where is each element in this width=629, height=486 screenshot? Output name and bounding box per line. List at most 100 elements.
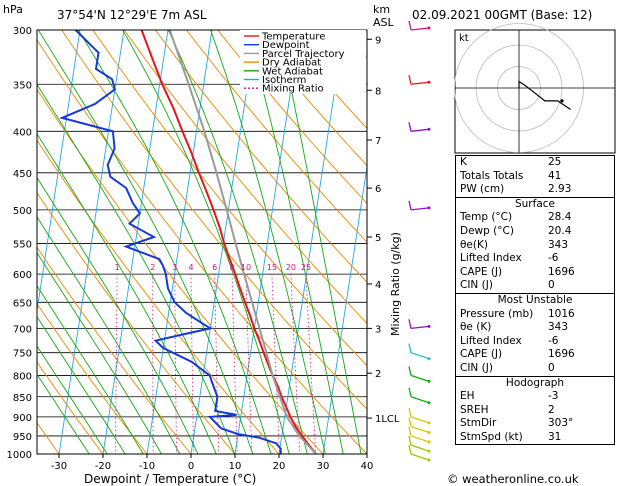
pressure-tick-label: 850 xyxy=(13,393,32,404)
pressure-tick-label: 950 xyxy=(13,432,32,443)
isotherm-line xyxy=(0,0,2,471)
pressure-tick-label: 350 xyxy=(13,80,32,91)
legend-entry: Isotherm xyxy=(262,75,306,86)
surface-cin-value: 0 xyxy=(548,279,555,292)
wet-adiabat-line xyxy=(122,30,290,454)
top-indices-box: K 25 Totals Totals 41 PW (cm) 2.93 xyxy=(455,155,615,198)
mu-thetae-label: θe (K) xyxy=(460,321,492,334)
wind-barb-dot xyxy=(427,357,431,361)
dry-adiabat-line xyxy=(37,421,60,454)
mixing-ratio-line xyxy=(152,274,154,454)
wind-barb-dot xyxy=(427,440,431,444)
mixing-ratio-line xyxy=(190,274,195,454)
wind-barb-shaft xyxy=(410,81,430,85)
index-pw-label: PW (cm) xyxy=(460,183,505,196)
wind-barb-flag xyxy=(408,366,412,376)
height-tick-label: 9 xyxy=(375,35,381,46)
isotherm-line xyxy=(146,30,213,454)
height-tick-label: 8 xyxy=(375,86,381,97)
x-tick-label: 40 xyxy=(361,461,374,472)
legend-entry: Parcel Trajectory xyxy=(262,49,345,60)
wet-adiabat-line xyxy=(37,176,199,454)
wind-barb-flag xyxy=(408,435,412,446)
height-unit-asl: ASL xyxy=(373,16,395,29)
surface-temp-value: 28.4 xyxy=(548,211,572,224)
mixing-ratio-line xyxy=(231,274,238,454)
dry-adiabat-line xyxy=(37,302,148,454)
height-unit-km: km xyxy=(373,3,390,16)
surface-li-value: -6 xyxy=(548,252,559,265)
wind-barb-dot xyxy=(427,127,431,131)
series-temperature-line xyxy=(140,30,317,454)
surface-box: Surface Temp (°C) 28.4 Dewp (°C) 20.4 θe(K… xyxy=(455,196,615,294)
axes: 3003504004505005506006507007508008509009… xyxy=(7,26,400,472)
pressure-tick-label: 650 xyxy=(13,298,32,309)
surface-cape-value: 1696 xyxy=(548,265,575,278)
mixing-ratio-tick-label: 25 xyxy=(301,263,311,272)
index-totals-value: 41 xyxy=(548,169,562,182)
location-label: 37°54'N 12°29'E 7m ASL xyxy=(57,8,207,22)
hodograph-frame xyxy=(454,29,616,154)
wet-adiabat-line xyxy=(37,285,144,454)
wind-barb-flag xyxy=(408,20,412,31)
wet-adiabat-line xyxy=(37,373,90,454)
pressure-tick-label: 300 xyxy=(13,26,32,37)
wind-barb-flag xyxy=(408,200,412,211)
wind-barb-shaft xyxy=(410,325,430,330)
mu-pressure-value: 1016 xyxy=(548,307,575,320)
dry-adiabat-line xyxy=(37,246,192,454)
wet-adiabat-line xyxy=(37,83,236,454)
legend-entry: Wet Adiabat xyxy=(262,66,323,77)
hodo-stmdir-value: 303° xyxy=(548,417,574,430)
wet-adiabat-line xyxy=(37,30,254,454)
wet-adiabat-line xyxy=(210,30,326,454)
dry-adiabat-line xyxy=(217,30,367,204)
wet-adiabat-line xyxy=(37,251,162,454)
storm-motion-marker xyxy=(560,99,564,103)
height-tick-label: 6 xyxy=(375,184,381,195)
x-tick-label: 0 xyxy=(188,461,194,472)
wind-barb-shaft xyxy=(410,396,430,404)
wet-adiabat-line xyxy=(37,345,108,454)
x-axis-title: Dewpoint / Temperature (°C) xyxy=(84,472,256,486)
legend-entry: Mixing Ratio xyxy=(262,84,324,95)
hodograph: kt xyxy=(454,23,616,154)
height-tick-label: 4 xyxy=(375,280,381,291)
wind-barb-shaft xyxy=(410,374,430,383)
isotherm-line xyxy=(58,30,125,454)
indices-panel: K 25 Totals Totals 41 PW (cm) 2.93 Surface … xyxy=(455,155,615,446)
x-tick-label: 20 xyxy=(273,461,286,472)
height-tick-label: 3 xyxy=(375,324,381,335)
credit-label: © weatheronline.co.uk xyxy=(447,472,579,486)
wind-barb-flag xyxy=(408,387,412,397)
pressure-tick-label: 600 xyxy=(13,270,32,281)
wet-adiabat-line xyxy=(37,216,181,454)
mu-thetae-value: 343 xyxy=(548,321,569,334)
mixing-ratio-tick-label: 8 xyxy=(230,263,235,272)
dry-adiabat-line xyxy=(154,30,367,283)
wind-barb-shaft xyxy=(410,444,430,452)
pressure-tick-label: 800 xyxy=(13,371,32,382)
dry-adiabat-line xyxy=(92,30,367,367)
wind-barb-shaft xyxy=(410,27,430,31)
height-tick-label: 5 xyxy=(375,233,381,244)
wind-barb-shaft xyxy=(410,416,430,424)
surface-cin-label: CIN (J) xyxy=(460,279,493,292)
surface-cape-label: CAPE (J) xyxy=(460,265,503,278)
wind-barb-dot xyxy=(427,431,431,435)
x-tick-label: -30 xyxy=(51,461,67,472)
wet-adiabat-line xyxy=(167,30,308,454)
dry-adiabat-line xyxy=(248,30,367,167)
wind-barb-dot xyxy=(427,324,431,328)
hodo-stmspd-value: 31 xyxy=(548,430,562,443)
height-tick-label: 1LCL xyxy=(375,414,400,425)
surface-temp-label: Temp (°C) xyxy=(460,211,513,224)
wind-barb-dot xyxy=(427,26,431,30)
dry-adiabat-line xyxy=(37,192,236,454)
mixing-ratio-tick-label: 20 xyxy=(286,263,296,272)
wind-barb-shaft xyxy=(410,128,430,132)
hodo-stmspd-label: StmSpd (kt) xyxy=(460,430,523,443)
hodo-sreh-label: SREH xyxy=(460,403,489,416)
